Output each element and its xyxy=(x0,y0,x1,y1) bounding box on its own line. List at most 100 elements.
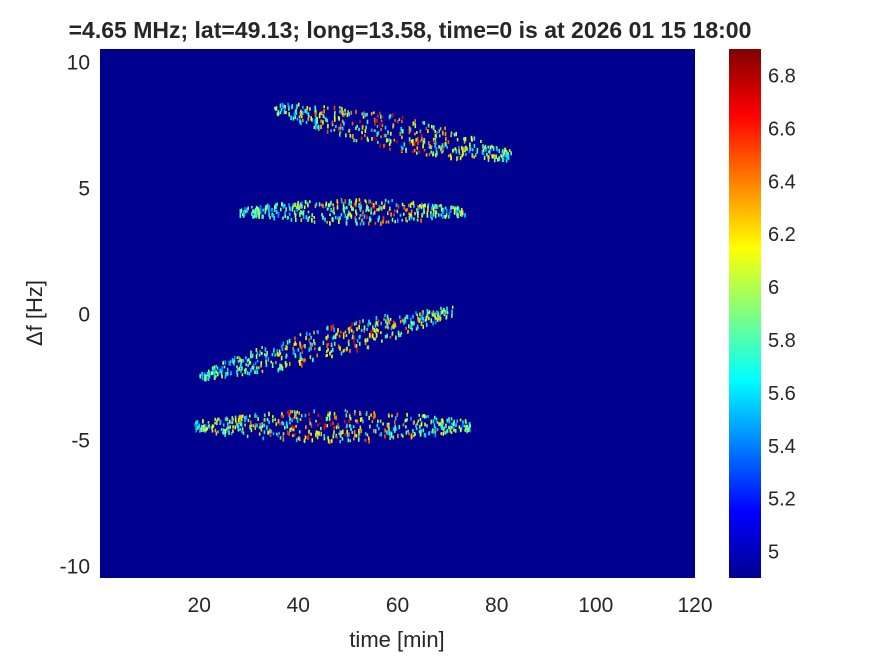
heat-cell xyxy=(388,320,391,325)
heat-cell xyxy=(315,419,317,423)
heat-cell xyxy=(205,426,207,431)
heat-cell xyxy=(249,420,252,425)
heat-cell xyxy=(242,414,244,418)
heat-cell xyxy=(464,419,467,424)
heat-cell xyxy=(214,428,217,433)
heat-cell xyxy=(373,411,375,416)
heat-cell xyxy=(365,125,367,130)
heat-cell xyxy=(221,374,223,379)
heat-cell xyxy=(241,213,244,217)
heat-cell xyxy=(338,344,340,349)
heat-cell xyxy=(272,432,275,436)
heat-cell xyxy=(383,133,386,138)
heat-cell xyxy=(260,425,262,429)
heat-cell xyxy=(300,201,303,205)
heat-cell xyxy=(276,352,279,357)
heat-cell xyxy=(401,218,404,222)
heat-cell xyxy=(239,419,241,424)
heat-cell xyxy=(449,428,452,433)
heat-cell xyxy=(243,210,246,215)
heat-cell xyxy=(211,424,214,428)
heat-cell xyxy=(417,206,420,211)
heat-cell xyxy=(333,416,336,420)
heat-cell xyxy=(255,211,257,216)
heat-cell xyxy=(363,214,366,219)
heat-cell xyxy=(439,316,442,320)
heat-cell xyxy=(279,436,282,440)
heat-cell xyxy=(457,207,460,211)
heat-cell xyxy=(258,366,260,370)
heat-cell xyxy=(403,319,405,323)
heat-cell xyxy=(309,332,311,336)
heat-cell xyxy=(438,422,440,427)
y-axis-label: Δf [Hz] xyxy=(22,280,47,346)
heat-cell xyxy=(325,201,328,206)
heat-cell xyxy=(220,428,223,431)
heat-cell xyxy=(307,217,310,222)
heat-cell xyxy=(256,359,259,363)
heat-cell xyxy=(400,149,403,153)
heat-cell xyxy=(435,205,438,209)
heat-cell xyxy=(379,144,381,148)
heat-cell xyxy=(399,320,402,324)
heat-cell xyxy=(469,428,471,433)
heat-cell xyxy=(345,334,348,337)
heat-cell xyxy=(439,314,441,319)
heat-cell xyxy=(465,153,467,157)
heat-cell xyxy=(278,353,280,357)
heat-cell xyxy=(263,418,266,421)
heat-cell xyxy=(434,133,437,138)
heat-cell xyxy=(300,202,302,207)
heat-cell xyxy=(234,425,237,430)
heat-cell xyxy=(376,119,378,123)
heat-cell xyxy=(414,141,416,146)
heat-cell xyxy=(419,417,422,421)
heat-cell xyxy=(317,413,320,417)
heat-cell xyxy=(293,433,296,437)
heat-cell xyxy=(374,221,377,225)
heat-cell xyxy=(310,346,312,351)
heat-cell xyxy=(308,215,311,219)
heat-cell xyxy=(242,359,244,362)
heat-cell xyxy=(279,352,282,356)
heat-cell xyxy=(257,417,259,421)
heat-cell xyxy=(467,427,470,432)
heat-cell xyxy=(278,431,280,435)
heat-cell xyxy=(334,215,337,220)
heat-cell xyxy=(295,111,298,116)
heat-cell xyxy=(323,426,325,431)
heat-cell xyxy=(337,425,340,429)
heat-cell xyxy=(204,374,206,379)
heat-cell xyxy=(386,322,388,326)
heat-cell xyxy=(228,360,230,366)
heat-cell xyxy=(347,213,349,217)
heat-cell xyxy=(394,424,396,429)
heat-cell xyxy=(342,202,345,206)
heat-cell xyxy=(405,217,407,222)
heat-cell xyxy=(414,119,416,123)
heat-cell xyxy=(403,321,405,325)
heat-cell xyxy=(333,426,335,430)
heat-cell xyxy=(396,120,399,124)
heat-cell xyxy=(394,119,396,122)
heat-cell xyxy=(420,429,422,434)
heat-cell xyxy=(503,150,506,155)
heat-cell xyxy=(280,355,283,361)
heat-cell xyxy=(458,146,460,151)
heat-cell xyxy=(224,417,227,421)
heat-cell xyxy=(239,357,241,362)
heat-cell xyxy=(285,111,287,114)
heat-cell xyxy=(281,347,284,352)
heat-cell xyxy=(393,209,396,213)
heat-cell xyxy=(436,131,438,134)
heat-cell xyxy=(282,216,284,220)
heat-cell xyxy=(213,371,216,377)
heat-cell xyxy=(239,213,242,218)
heat-cell xyxy=(301,363,303,368)
heat-cell xyxy=(493,157,496,163)
heat-cell xyxy=(328,203,331,208)
heat-cell xyxy=(421,311,424,316)
heat-cell xyxy=(364,134,366,137)
heat-cell xyxy=(198,423,200,429)
